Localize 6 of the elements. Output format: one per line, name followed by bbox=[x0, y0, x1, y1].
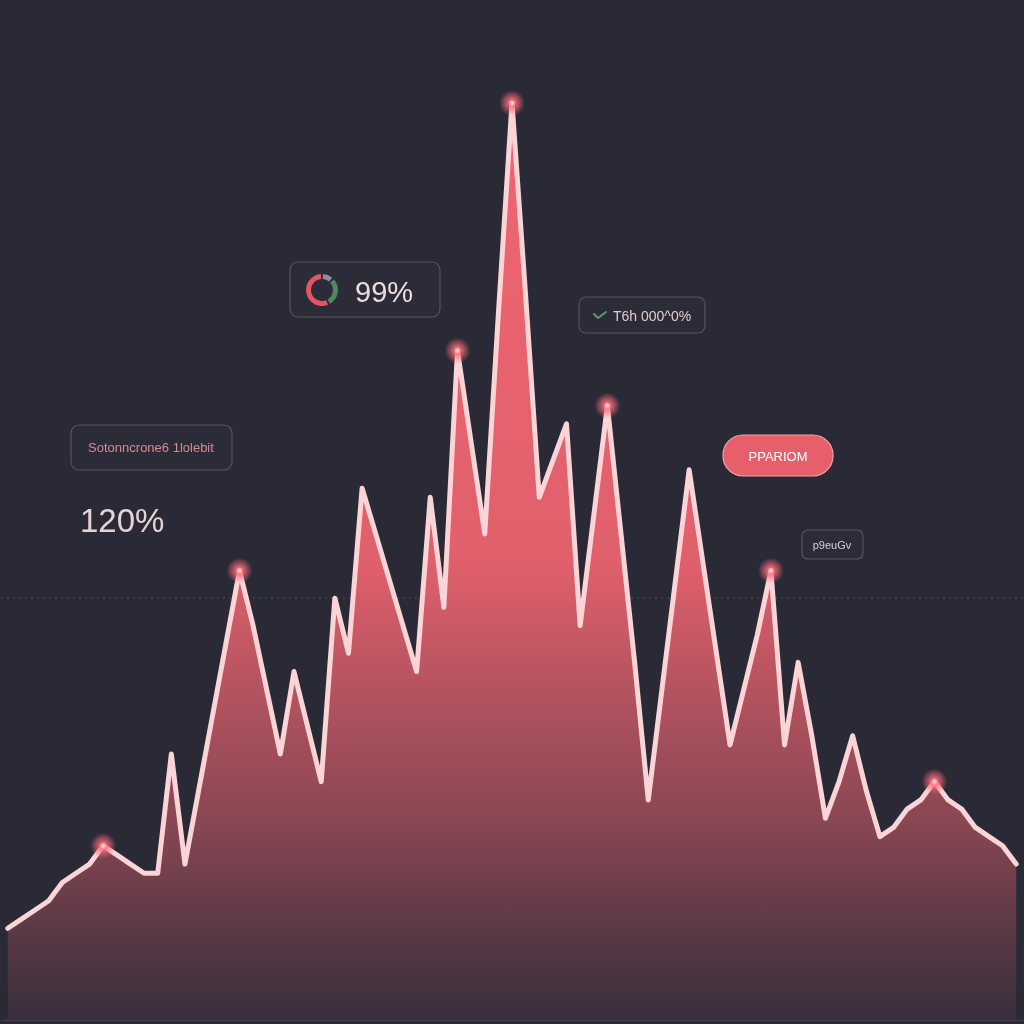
annotation: Sotonncrone6 1lolebit bbox=[88, 440, 215, 455]
annotation: p9euGv bbox=[812, 539, 852, 551]
annotation: T6h 000^0% bbox=[613, 308, 692, 324]
annotation: PPARIOM bbox=[748, 449, 808, 464]
annotation: 120% bbox=[80, 502, 165, 539]
annotation: 99% bbox=[355, 276, 414, 308]
